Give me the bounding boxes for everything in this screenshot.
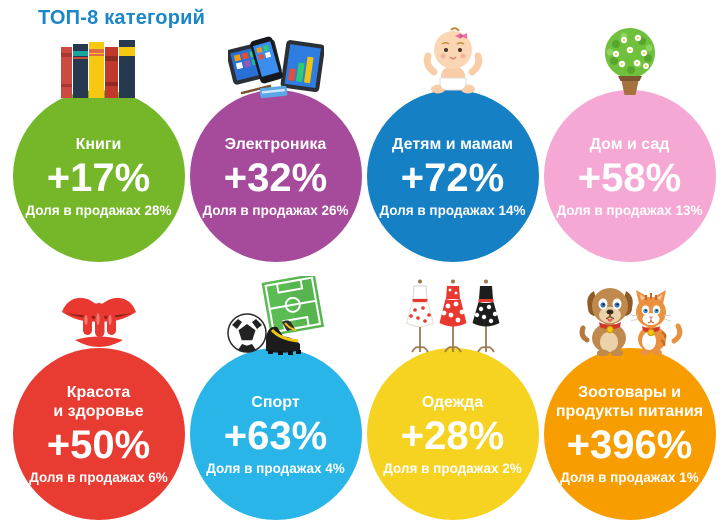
category-share: Доля в продажах 6% [29,470,168,485]
category-bubble: Спорт +63% Доля в продажах 4% [189,348,362,520]
electronics-icon [187,24,364,98]
category-bubble: Одежда +28% Доля в продажах 2% [366,348,539,520]
category-name: Спорт [251,393,300,411]
category-card: Детям и мамам +72% Доля в продажах 14% [364,24,541,262]
category-card: Электроника +32% Доля в продажах 26% [187,24,364,262]
plant-icon [541,24,718,98]
beauty-icon [10,274,187,356]
category-growth: +50% [46,423,151,467]
category-growth: +28% [400,413,505,458]
category-card: Одежда +28% Доля в продажах 2% [364,274,541,520]
category-growth: +396% [566,423,693,467]
category-name: Дом и сад [589,135,670,153]
category-card: Дом и сад +58% Доля в продажах 13% [541,24,718,262]
category-bubble: Красота и здоровье +50% Доля в продажах … [12,348,185,520]
category-name: Зоотовары и продукты питания [555,384,704,420]
category-card: Книги +17% Доля в продажах 28% [10,24,187,262]
category-share: Доля в продажах 13% [556,202,703,218]
category-name: Красота и здоровье [53,384,144,420]
baby-icon [364,24,541,98]
category-card: Зоотовары и продукты питания +396% Доля … [541,274,718,520]
category-growth: +58% [577,155,682,200]
category-card: Спорт +63% Доля в продажах 4% [187,274,364,520]
clothes-icon [364,274,541,356]
category-name: Книги [75,135,122,153]
sport-icon [187,274,364,356]
category-share: Доля в продажах 2% [383,460,522,476]
category-share: Доля в продажах 14% [379,202,526,218]
category-name: Детям и мамам [392,135,513,153]
page-title: ТОП-8 категорий [38,7,206,29]
books-icon [10,24,187,98]
category-growth: +72% [400,155,505,200]
category-growth: +17% [46,155,151,200]
category-share: Доля в продажах 1% [560,470,699,485]
category-growth: +32% [223,155,328,200]
pets-icon [541,274,718,356]
category-name: Электроника [224,135,327,153]
category-share: Доля в продажах 26% [202,202,349,218]
category-bubble: Зоотовары и продукты питания +396% Доля … [543,348,716,520]
category-bubble: Книги +17% Доля в продажах 28% [12,90,185,262]
category-card: Красота и здоровье +50% Доля в продажах … [10,274,187,520]
category-share: Доля в продажах 4% [206,460,345,476]
category-name: Одежда [421,393,484,411]
category-bubble: Электроника +32% Доля в продажах 26% [189,90,362,262]
category-growth: +63% [223,413,328,458]
category-share: Доля в продажах 28% [25,202,172,218]
category-bubble: Дом и сад +58% Доля в продажах 13% [543,90,716,262]
category-bubble: Детям и мамам +72% Доля в продажах 14% [366,90,539,262]
